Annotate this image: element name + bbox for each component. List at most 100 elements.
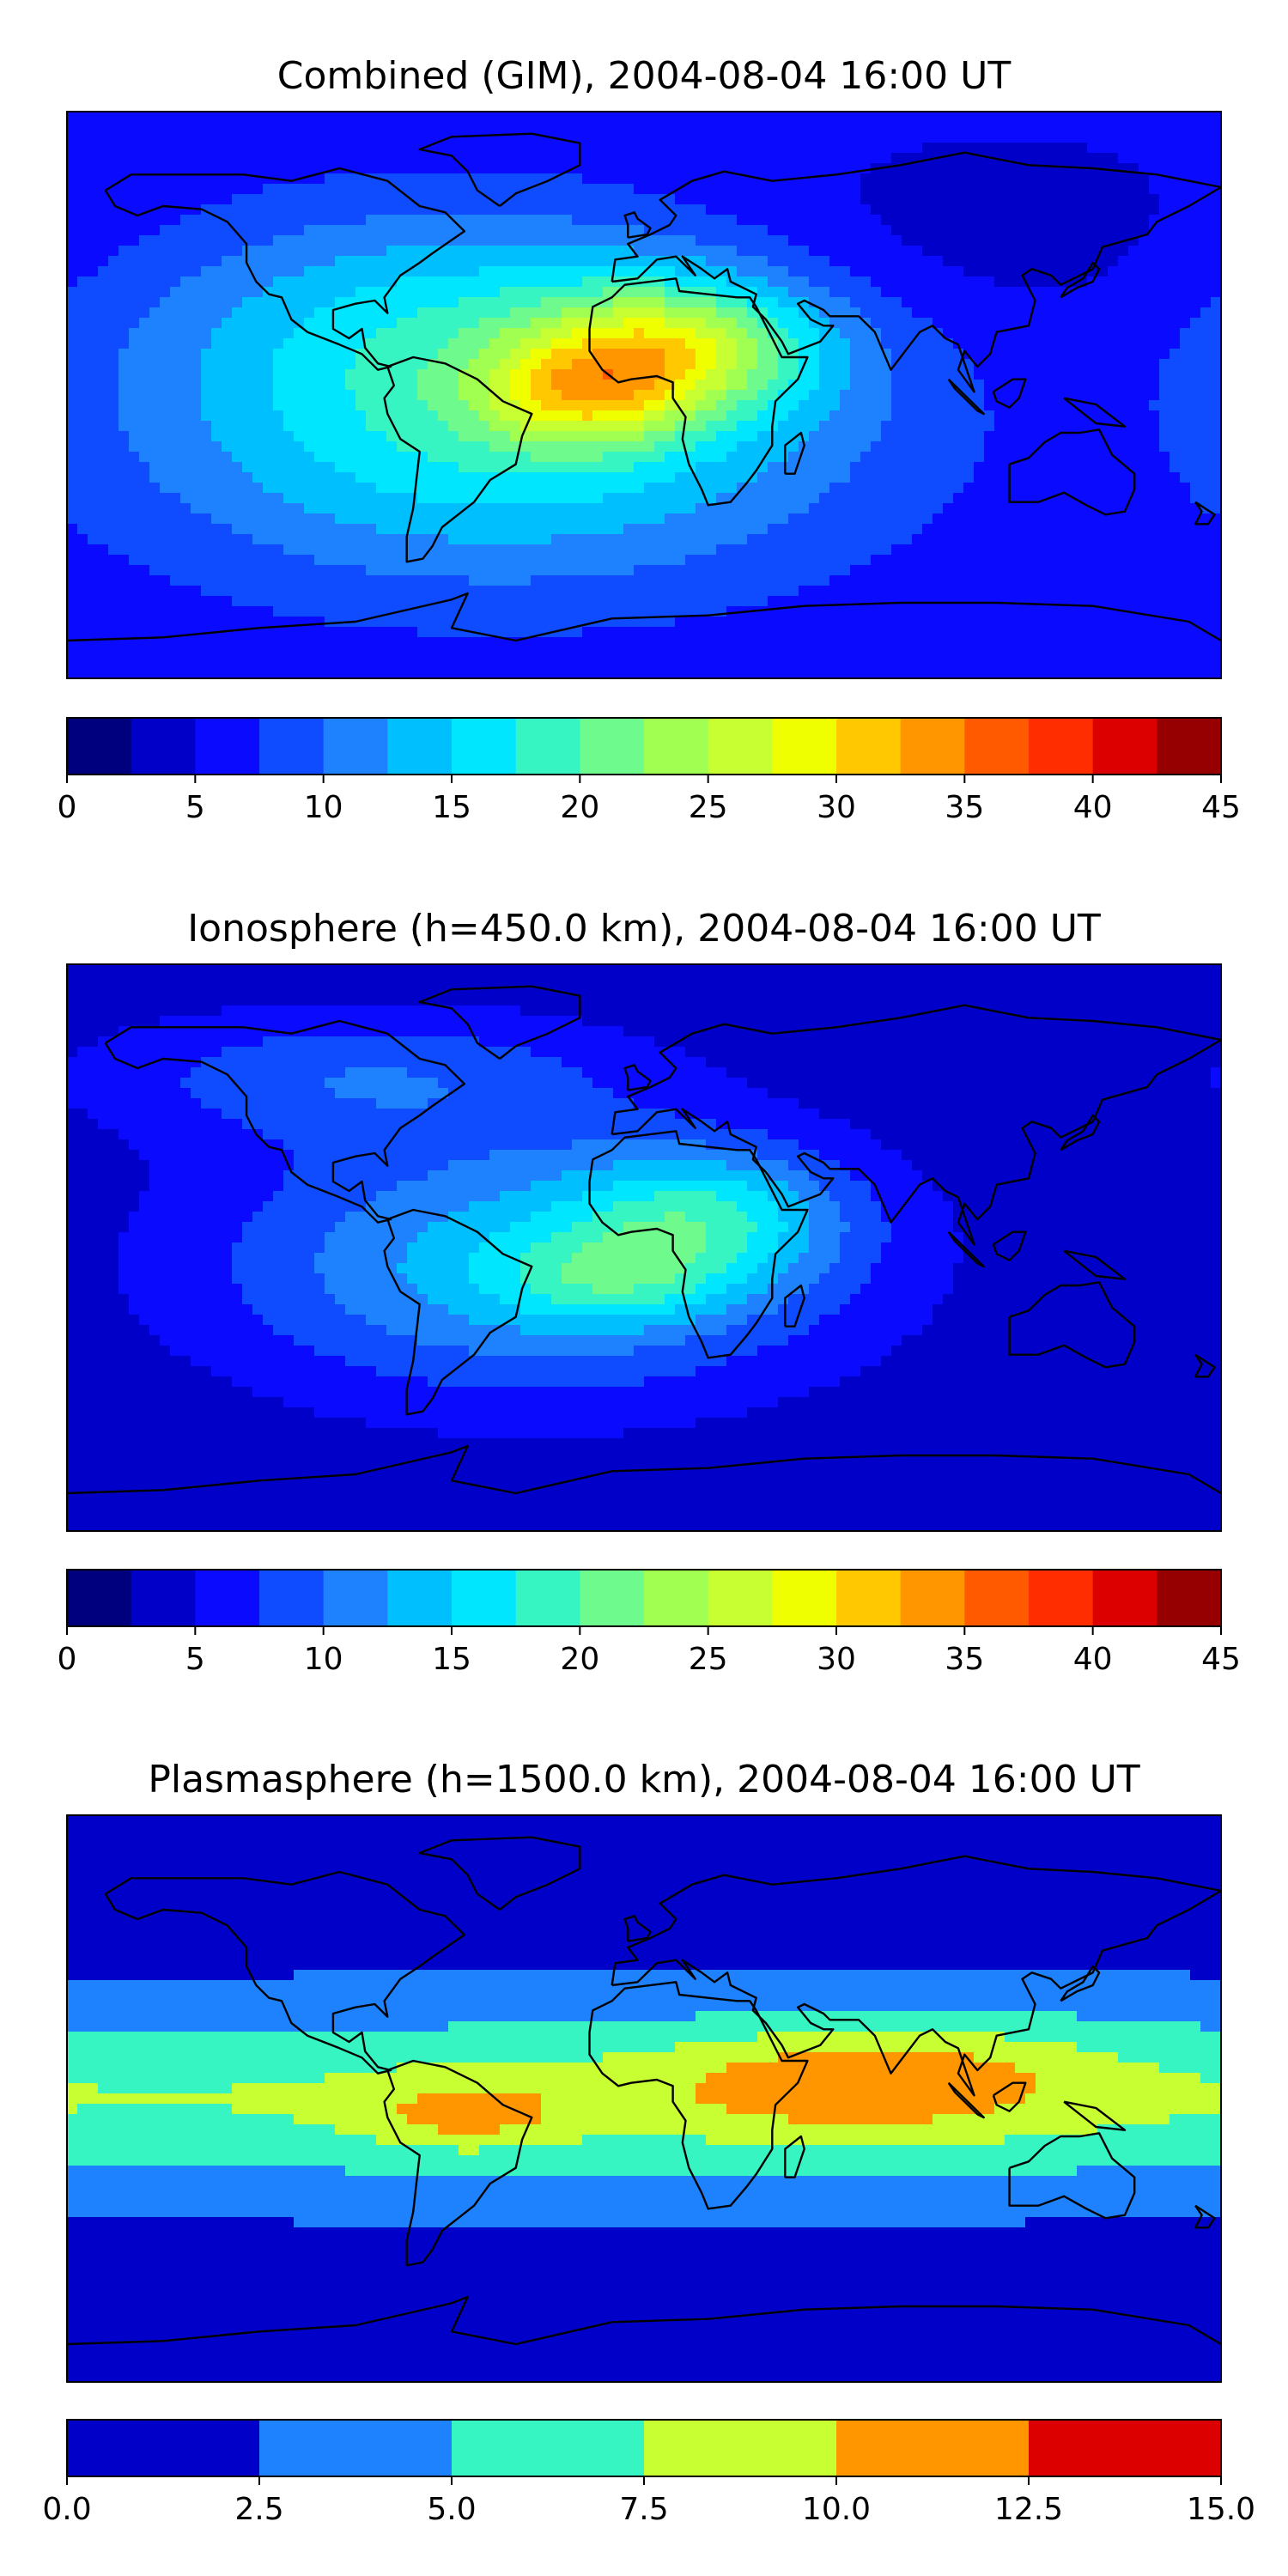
field-cell [1056, 524, 1067, 535]
field-cell [500, 555, 511, 566]
field-cell [1128, 431, 1139, 442]
field-cell [1149, 524, 1160, 535]
field-cell [871, 276, 882, 288]
field-cell [737, 297, 748, 308]
field-cell [1159, 421, 1170, 432]
field-cell [201, 328, 212, 339]
field-cell [675, 338, 686, 349]
field-cell [726, 421, 738, 432]
field-cell [933, 112, 944, 123]
field-cell [1159, 122, 1170, 133]
field-cell [191, 266, 202, 277]
field-cell [304, 441, 315, 453]
field-cell [685, 318, 696, 329]
field-cell [417, 225, 428, 236]
field-cell [891, 421, 902, 432]
field-cell [459, 318, 470, 329]
field-cell [88, 215, 99, 226]
field-cell [273, 380, 284, 391]
field-cell [984, 112, 995, 123]
field-cell [304, 122, 315, 133]
field-cell [1149, 421, 1160, 432]
field-cell [850, 215, 861, 226]
field-cell [902, 173, 913, 185]
field-cell [232, 287, 243, 298]
field-cell [1056, 266, 1067, 277]
field-cell [180, 132, 191, 143]
field-cell [984, 215, 995, 226]
field-cell [1190, 544, 1201, 556]
field-cell [98, 122, 109, 133]
field-cell [623, 452, 635, 463]
field-cell [1046, 194, 1057, 205]
field-cell [974, 400, 985, 411]
field-cell [592, 513, 604, 525]
field-cell [778, 143, 789, 154]
field-cell [366, 307, 377, 319]
field-cell [1139, 544, 1150, 556]
field-cell [397, 235, 408, 246]
field-cell [294, 276, 305, 288]
field-cell [1118, 153, 1129, 164]
field-cell [871, 534, 882, 545]
field-cell [180, 215, 191, 226]
field-cell [386, 441, 398, 453]
field-cell [696, 441, 707, 453]
field-cell [933, 297, 944, 308]
field-cell [747, 544, 758, 556]
field-cell [1149, 472, 1160, 483]
field-cell [572, 194, 583, 205]
field-cell [520, 256, 532, 267]
field-cell [799, 524, 810, 535]
field-cell [325, 276, 336, 288]
field-cell [922, 225, 933, 236]
field-cell [963, 225, 975, 236]
field-cell [922, 410, 933, 422]
field-cell [840, 163, 851, 174]
field-cell [345, 173, 356, 185]
field-cell [1180, 225, 1191, 236]
field-cell [933, 421, 944, 432]
field-cell [943, 483, 954, 494]
field-cell [665, 544, 676, 556]
field-cell [355, 369, 367, 380]
field-cell [252, 297, 264, 308]
field-cell [1149, 184, 1160, 195]
field-cell [1097, 297, 1109, 308]
field-cell [603, 513, 614, 525]
field-cell [1180, 421, 1191, 432]
field-cell [809, 452, 820, 463]
field-cell [314, 307, 325, 319]
field-cell [500, 235, 511, 246]
field-cell [726, 503, 738, 514]
field-cell [819, 112, 830, 123]
field-cell [582, 338, 593, 349]
field-cell [994, 441, 1005, 453]
field-cell [1015, 555, 1026, 566]
field-cell [788, 215, 799, 226]
field-cell [428, 483, 439, 494]
field-cell [1128, 256, 1139, 267]
field-cell [933, 349, 944, 360]
field-cell [67, 287, 78, 298]
field-cell [1118, 256, 1129, 267]
field-cell [428, 390, 439, 401]
field-cell [118, 513, 130, 525]
field-cell [613, 472, 624, 483]
field-cell [118, 431, 130, 442]
field-cell [592, 410, 604, 422]
field-cell [88, 524, 99, 535]
field-cell [963, 122, 975, 133]
field-cell [1139, 112, 1150, 123]
field-cell [1036, 143, 1047, 154]
field-cell [149, 256, 161, 267]
field-cell [88, 462, 99, 473]
field-cell [108, 565, 119, 576]
field-cell [685, 153, 696, 164]
field-cell [459, 565, 470, 576]
field-cell [366, 163, 377, 174]
field-cell [1159, 287, 1170, 298]
field-cell [1170, 544, 1181, 556]
field-cell [252, 122, 264, 133]
field-cell [757, 122, 769, 133]
